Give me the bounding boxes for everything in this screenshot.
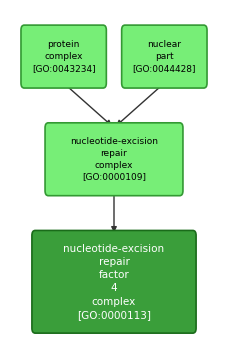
FancyBboxPatch shape [45, 123, 182, 196]
FancyBboxPatch shape [21, 25, 106, 88]
FancyBboxPatch shape [121, 25, 206, 88]
Text: nucleotide-excision
repair
complex
[GO:0000109]: nucleotide-excision repair complex [GO:0… [70, 137, 157, 181]
Text: protein
complex
[GO:0043234]: protein complex [GO:0043234] [32, 40, 95, 73]
FancyBboxPatch shape [32, 230, 195, 333]
Text: nucleotide-excision
repair
factor
4
complex
[GO:0000113]: nucleotide-excision repair factor 4 comp… [63, 244, 164, 320]
Text: nuclear
part
[GO:0044428]: nuclear part [GO:0044428] [132, 40, 195, 73]
